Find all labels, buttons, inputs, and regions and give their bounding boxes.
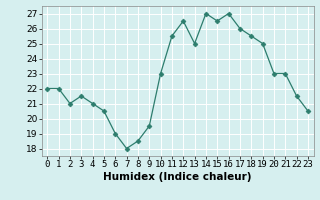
X-axis label: Humidex (Indice chaleur): Humidex (Indice chaleur) [103, 172, 252, 182]
